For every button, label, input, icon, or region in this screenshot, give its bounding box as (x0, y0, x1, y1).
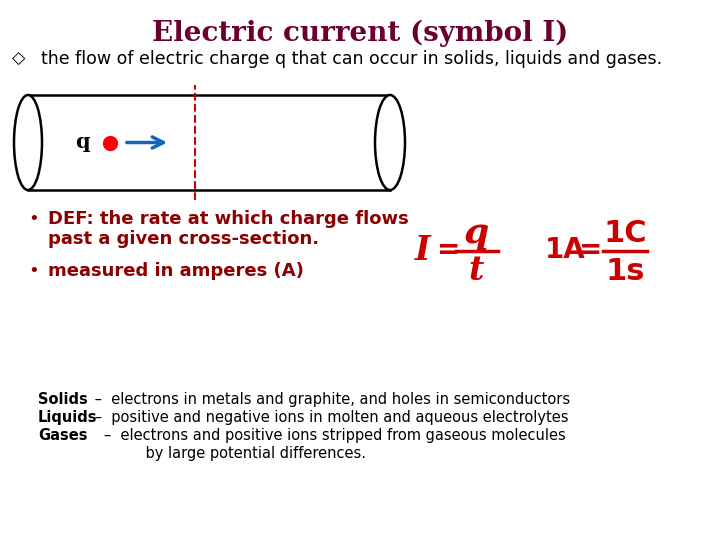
Text: =: = (579, 236, 603, 264)
Text: q: q (75, 132, 89, 152)
Bar (28, 95, 390, 190)
Text: Electric current (symbol I): Electric current (symbol I) (152, 20, 568, 48)
Text: Liquids: Liquids (38, 410, 97, 425)
Ellipse shape (375, 95, 405, 190)
Ellipse shape (14, 95, 42, 190)
Bar (385, 96, 397, 189)
Text: =: = (437, 236, 460, 264)
Text: measured in amperes (A): measured in amperes (A) (48, 262, 304, 280)
Text: –  positive and negative ions in molten and aqueous electrolytes: – positive and negative ions in molten a… (90, 410, 569, 425)
Text: •: • (28, 210, 39, 228)
Text: the flow of electric charge q that can occur in solids, liquids and gases.: the flow of electric charge q that can o… (30, 50, 662, 68)
Text: by large potential differences.: by large potential differences. (90, 446, 366, 461)
Text: past a given cross-section.: past a given cross-section. (48, 230, 319, 248)
Text: •: • (28, 262, 39, 280)
Text: 1A: 1A (545, 236, 586, 264)
Text: DEF: the rate at which charge flows: DEF: the rate at which charge flows (48, 210, 409, 228)
Text: –  electrons in metals and graphite, and holes in semiconductors: – electrons in metals and graphite, and … (90, 392, 570, 407)
Text: t: t (468, 254, 484, 287)
Text: Gases: Gases (38, 428, 88, 443)
Text: Solids: Solids (38, 392, 88, 407)
Text: –  electrons and positive ions stripped from gaseous molecules: – electrons and positive ions stripped f… (90, 428, 566, 443)
Text: 1C: 1C (603, 219, 647, 247)
Text: 1s: 1s (606, 256, 644, 286)
Text: q: q (464, 216, 489, 250)
Text: ◇: ◇ (12, 50, 25, 68)
Text: I: I (415, 233, 431, 267)
